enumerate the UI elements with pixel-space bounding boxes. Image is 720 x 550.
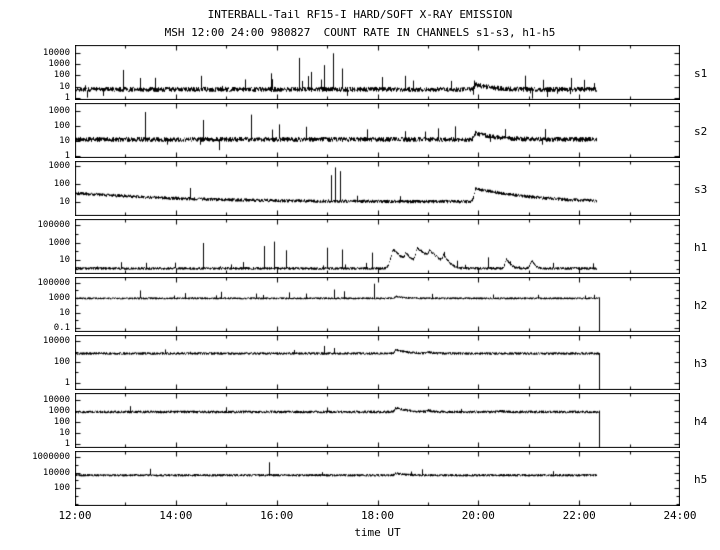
y-tick-label: 10 [59, 254, 70, 265]
channel-label-h3: h3 [694, 356, 708, 370]
panel-h4: 10000 1000 100 10 1 h4 [0, 393, 720, 449]
channel-label-h5: h5 [694, 472, 708, 486]
panel-plot-h5 [75, 451, 680, 506]
x-tick-label: 18:00 [360, 509, 395, 522]
y-tick-label: 100000 [37, 277, 70, 288]
panel-plot-h3 [75, 335, 680, 390]
y-tick-label: 100000 [37, 220, 70, 231]
y-tick-label: 1000 [48, 106, 70, 117]
y-tick-label: 10000 [42, 47, 70, 58]
panel-h1: 100000 1000 10 h1 [0, 219, 720, 274]
y-tick-label: 10 [59, 81, 70, 92]
x-tick-label: 12:00 [58, 509, 92, 522]
y-tick-label: 1000 [48, 292, 70, 303]
y-tick-label: 100 [53, 356, 70, 367]
y-tick-label: 10 [59, 197, 70, 208]
x-axis-label: time UT [354, 526, 401, 539]
y-tick-label: 1 [64, 438, 70, 449]
x-axis-tick-labels: 12:00 14:00 16:00 18:00 20:00 22:00 24:00 [0, 509, 720, 523]
y-tick-label: 100 [53, 178, 70, 189]
x-tick-label: 14:00 [159, 509, 193, 522]
y-tick-label: 1 [64, 377, 70, 388]
x-tick-label: 22:00 [562, 509, 596, 522]
x-tick-label: 24:00 [663, 509, 697, 522]
x-tick-label: 20:00 [461, 509, 495, 522]
panels-container: 10000 1000 100 10 1 s1 1000 100 10 1 s2 1000 100 10 s3… [0, 45, 720, 509]
channel-label-s1: s1 [694, 66, 708, 80]
channel-label-s3: s3 [694, 182, 708, 196]
y-tick-label: 1 [64, 92, 70, 103]
chart-subtitle: MSH 12:00 24:00 980827 COUNT RATE IN CHA… [164, 26, 556, 39]
panel-h5: 1000000 10000 100 h5 [0, 451, 720, 506]
y-tick-label: 10 [59, 427, 70, 438]
y-tick-label: 1000 [48, 59, 70, 70]
y-tick-label: 10 [59, 307, 70, 318]
panel-plot-h4 [75, 393, 680, 448]
y-tick-label: 0.1 [53, 322, 70, 333]
channel-label-h4: h4 [694, 414, 708, 428]
chart-title: INTERBALL-Tail RF15-I HARD/SOFT X-RAY EM… [207, 8, 513, 21]
y-tick-label: 1000 [48, 160, 70, 171]
panel-plot-s1 [75, 45, 680, 100]
y-tick-label: 1 [64, 150, 70, 161]
panel-plot-h2 [75, 277, 680, 332]
channel-label-h1: h1 [694, 240, 708, 254]
y-tick-label: 100 [53, 70, 70, 81]
channel-label-h2: h2 [694, 298, 708, 312]
y-tick-label: 100 [53, 121, 70, 132]
panel-plot-h1 [75, 219, 680, 274]
x-tick-label: 16:00 [260, 509, 294, 522]
y-tick-label: 1000 [48, 405, 70, 416]
y-tick-label: 100 [53, 416, 70, 427]
panel-s2: 1000 100 10 1 s2 [0, 103, 720, 161]
channel-label-s2: s2 [694, 124, 708, 138]
panel-h2: 100000 1000 10 0.1 h2 [0, 277, 720, 333]
y-tick-label: 10000 [42, 336, 70, 347]
y-tick-label: 1000 [48, 237, 70, 248]
panel-s1: 10000 1000 100 10 1 s1 [0, 45, 720, 103]
panel-h3: 10000 100 1 h3 [0, 335, 720, 390]
y-tick-label: 100 [53, 483, 70, 494]
y-tick-label: 1000000 [32, 451, 70, 462]
panel-plot-s2 [75, 103, 680, 158]
panel-plot-s3 [75, 161, 680, 216]
y-tick-label: 10000 [42, 394, 70, 405]
y-tick-label: 10000 [42, 467, 70, 478]
panel-s3: 1000 100 10 s3 [0, 161, 720, 216]
y-tick-label: 10 [59, 135, 70, 146]
